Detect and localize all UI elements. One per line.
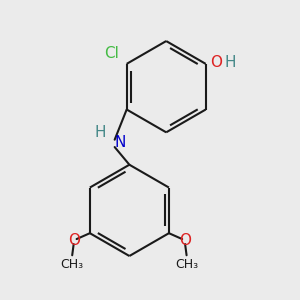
- Text: O: O: [179, 233, 191, 248]
- Text: O: O: [210, 55, 222, 70]
- Text: N: N: [115, 135, 126, 150]
- Text: O: O: [68, 233, 80, 248]
- Text: H: H: [225, 55, 236, 70]
- Text: CH₃: CH₃: [175, 258, 198, 271]
- Text: Cl: Cl: [104, 46, 119, 61]
- Text: H: H: [94, 125, 106, 140]
- Text: CH₃: CH₃: [61, 258, 84, 271]
